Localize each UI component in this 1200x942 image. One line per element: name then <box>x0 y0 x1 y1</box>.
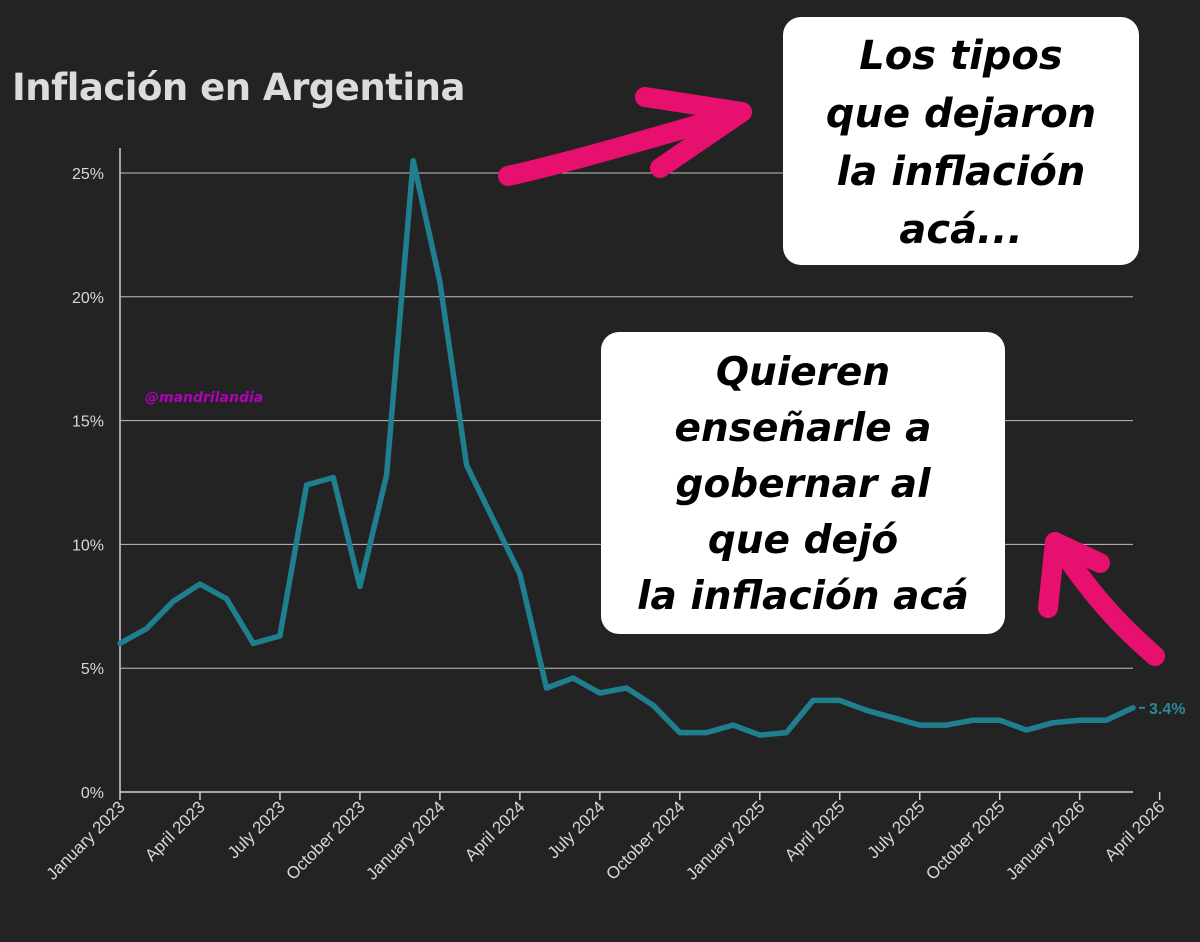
bubble-bottom-line: Quieren <box>715 350 891 395</box>
bubble-top-line: Los tipos <box>859 33 1063 79</box>
series-line <box>117 157 1136 738</box>
x-tick-label: January 2023 <box>43 797 129 883</box>
y-tick-label: 5% <box>81 661 104 678</box>
bubble-bottom-line: la inflación acá <box>637 574 969 619</box>
x-tick-label: April 2024 <box>461 797 529 865</box>
y-tick-label: 15% <box>72 414 104 431</box>
arrow-bottom-shaft <box>1052 540 1165 666</box>
arrow-bottom-head <box>1038 532 1110 618</box>
chart-title: Inflación en Argentina <box>12 66 465 109</box>
x-tick-label: July 2023 <box>224 797 289 862</box>
y-tick-label: 25% <box>72 166 104 183</box>
x-tick-label: April 2023 <box>141 797 209 865</box>
y-tick-label: 20% <box>72 290 104 307</box>
end-value-label: 3.4% <box>1149 701 1185 718</box>
y-tick-label: 0% <box>81 785 104 802</box>
bubble-top-line: la inflación <box>836 149 1086 195</box>
x-tick-label: January 2025 <box>682 797 768 883</box>
bubble-bottom-line: gobernar al <box>675 462 931 507</box>
x-tick-label: April 2026 <box>1101 797 1169 865</box>
x-tick-label: July 2025 <box>864 797 929 862</box>
x-tick-label: October 2025 <box>922 797 1008 883</box>
bubble-bottom-line: que dejó <box>707 518 899 563</box>
bubble-top-line: acá... <box>899 207 1023 253</box>
x-tick-label: January 2026 <box>1002 797 1088 883</box>
bubble-bottom-line: enseñarle a <box>674 406 932 451</box>
x-tick-label: July 2024 <box>544 797 609 862</box>
arrow-top-head <box>635 87 752 178</box>
y-tick-label: 10% <box>72 537 104 554</box>
x-tick-label: October 2024 <box>602 797 688 883</box>
x-tick-label: April 2025 <box>781 797 849 865</box>
x-tick-label: October 2023 <box>282 797 368 883</box>
watermark: @mandrilandia <box>145 390 264 406</box>
speech-bubble-bottom: Quieren enseñarle a gobernar al que dejó… <box>601 332 1005 634</box>
bubble-top-line: que dejaron <box>825 91 1097 137</box>
x-tick-label: January 2024 <box>362 797 448 883</box>
arrow-top-shaft <box>498 103 750 186</box>
speech-bubble-top: Los tipos que dejaron la inflación acá..… <box>783 17 1139 265</box>
